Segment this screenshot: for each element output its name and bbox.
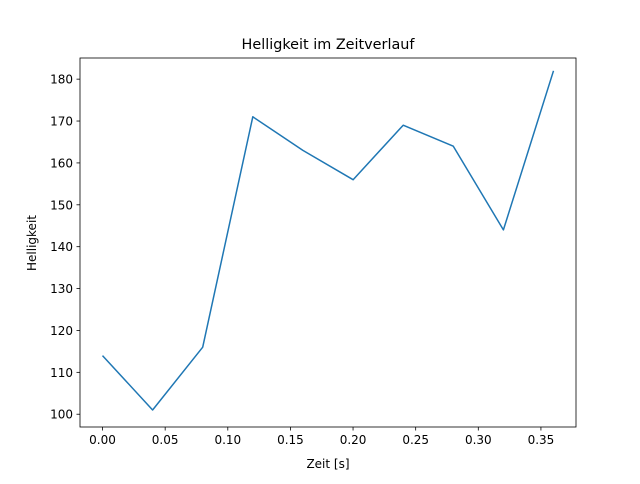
- chart-title: Helligkeit im Zeitverlauf: [242, 37, 416, 53]
- axes-frame: [79, 57, 577, 428]
- series-line: [101, 70, 555, 411]
- x-tick-label: 0.30: [465, 433, 492, 447]
- x-tick-label: 0.25: [402, 433, 429, 447]
- x-tick-label: 0.15: [277, 433, 304, 447]
- y-tick-label: 180: [50, 73, 73, 87]
- y-tick-label: 100: [50, 408, 73, 422]
- x-tick-label: 0.05: [152, 433, 179, 447]
- plot-area: 0.00 0.05 0.10 0.15 0.20 0.25 0.30 0.35 100 110 12…: [50, 57, 577, 447]
- x-tick-label: 0.10: [214, 433, 241, 447]
- y-tick-label: 160: [50, 156, 73, 170]
- y-tick-label: 170: [50, 115, 73, 129]
- x-tick-label: 0.00: [89, 433, 116, 447]
- y-tick-label: 130: [50, 282, 73, 296]
- y-axis-label: Helligkeit: [25, 215, 39, 271]
- y-tick-label: 110: [50, 366, 73, 380]
- x-tick-label: 0.35: [528, 433, 555, 447]
- x-axis-label: Zeit [s]: [306, 457, 349, 471]
- y-tick-label: 140: [50, 240, 73, 254]
- x-tick-label: 0.20: [340, 433, 367, 447]
- y-tick-label: 150: [50, 198, 73, 212]
- y-tick-label: 120: [50, 324, 73, 338]
